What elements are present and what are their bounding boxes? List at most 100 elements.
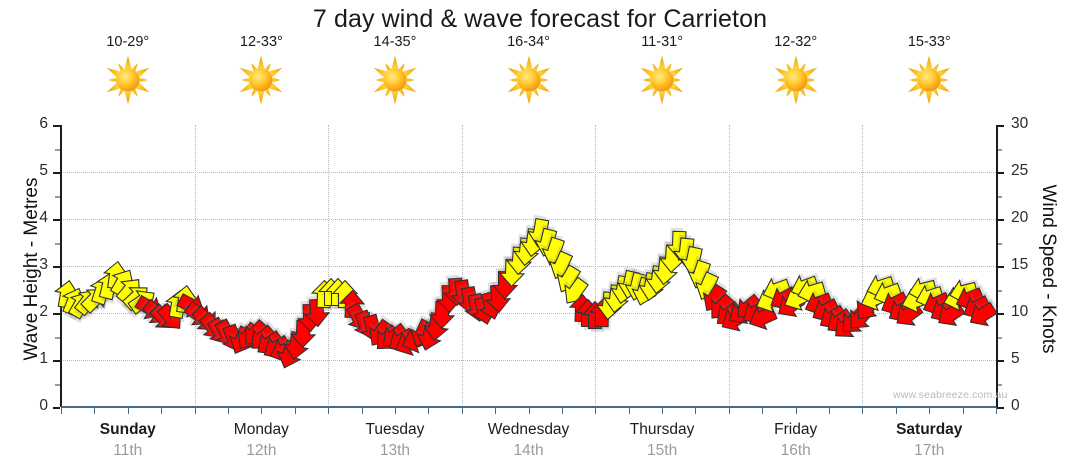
day-header-sunday: 10-29° [61, 34, 195, 124]
day-header-monday: 12-33° [195, 34, 329, 124]
axis-tick-right-minor [997, 289, 1002, 292]
axis-tick-left-major [53, 407, 60, 409]
day-date: 16th [780, 442, 811, 459]
axis-label-left: 4 [39, 209, 48, 226]
day-date: 15th [647, 442, 678, 459]
axis-tick-left-major [53, 125, 60, 127]
axis-tick-x [428, 407, 430, 414]
axis-tick-x [862, 407, 864, 414]
axis-tick-right-major [997, 172, 1004, 174]
wind-arrow [747, 302, 780, 333]
axis-tick-x [795, 407, 797, 414]
axis-tick-x [996, 407, 997, 414]
day-footer-sunday: Sunday 11th [61, 420, 195, 470]
day-header-saturday: 15-33° [862, 34, 996, 124]
axis-tick-x [662, 407, 664, 414]
axis-tick-left-major [53, 172, 60, 174]
axis-tick-x [695, 407, 697, 414]
sun-icon [503, 54, 555, 106]
axis-tick-right-major [997, 219, 1004, 221]
temperature-range: 10-29° [106, 34, 150, 50]
axis-tick-x [595, 407, 597, 414]
axis-label-left: 5 [39, 162, 48, 179]
axis-tick-x [161, 407, 163, 414]
day-name: Sunday [99, 421, 156, 438]
axis-tick-x [561, 407, 563, 414]
axis-tick-x [895, 407, 897, 414]
axis-tick-x [728, 407, 730, 414]
wind-arrow [967, 298, 999, 330]
axis-tick-left-major [53, 219, 60, 221]
temperature-range: 15-33° [907, 34, 951, 50]
axis-label-left: 6 [39, 115, 48, 132]
gridline-day-separator [728, 125, 730, 407]
axis-tick-x [628, 407, 630, 414]
day-header-friday: 12-32° [729, 34, 863, 124]
axis-label-left: 2 [39, 303, 48, 320]
page-title: 7 day wind & wave forecast for Carrieton [312, 5, 768, 33]
axis-label-left: 0 [39, 397, 48, 414]
sun-icon [770, 54, 822, 106]
x-axis-baseline [61, 406, 996, 408]
axis-tick-left-major [53, 266, 60, 268]
axis-label-right: 10 [1011, 303, 1029, 320]
day-name: Thursday [629, 421, 695, 438]
axis-tick-right-minor [997, 148, 1002, 151]
day-date: 12th [246, 442, 277, 459]
axis-label-right: 0 [1011, 397, 1020, 414]
axis-label-left: 1 [39, 350, 48, 367]
day-footer-row: Sunday 11th Monday 12th Tuesday 13th Wednesday… [61, 420, 996, 470]
axis-tick-x [294, 407, 296, 414]
day-footer-wednesday: Wednesday 14th [462, 420, 596, 470]
left-axis-spine [60, 125, 62, 407]
day-footer-saturday: Saturday 17th [862, 420, 996, 470]
day-header-row: 10-29° 12-33° 14-35° 16-34° 11-31° 12-32° 15-3… [61, 34, 996, 124]
gridline-day-separator [194, 125, 196, 407]
axis-tick-right-minor [997, 336, 1002, 339]
right-axis-spine [996, 125, 998, 407]
axis-tick-x [394, 407, 396, 414]
gridline-day-separator [862, 125, 864, 407]
sun-icon [369, 54, 421, 106]
day-footer-tuesday: Tuesday 13th [328, 420, 462, 470]
day-name: Wednesday [487, 421, 570, 438]
axis-tick-x [495, 407, 497, 414]
temperature-range: 12-32° [774, 34, 818, 50]
axis-tick-right-minor [997, 242, 1002, 245]
wind-arrow [961, 292, 993, 323]
day-header-thursday: 11-31° [595, 34, 729, 124]
gridline-horizontal [61, 219, 996, 220]
axis-tick-right-major [997, 313, 1004, 315]
plot-area: 0 1 2 3 4 5 6 0 5 10 15 20 25 30 [39, 115, 1028, 414]
gridline-horizontal [61, 360, 996, 361]
axis-tick-right-major [997, 266, 1004, 268]
axis-tick-x [194, 407, 196, 414]
axis-tick-x [61, 407, 62, 414]
watermark: www.seabreeze.com.au [893, 389, 1008, 401]
gridline-day-separator [328, 125, 330, 407]
gridline-day-separator [461, 125, 463, 407]
day-name: Friday [774, 421, 818, 438]
axis-label-left: 3 [39, 256, 48, 273]
axis-tick-left-minor [55, 242, 60, 245]
axis-tick-left-minor [55, 383, 60, 386]
temperature-range: 11-31° [641, 34, 683, 50]
sun-icon [235, 54, 287, 106]
axis-tick-right-minor [997, 195, 1002, 198]
day-name: Monday [233, 421, 289, 438]
axis-tick-right-major [997, 125, 1004, 127]
axis-tick-right-minor [997, 383, 1002, 386]
sun-icon [636, 54, 688, 106]
gridline-horizontal [61, 172, 996, 173]
day-date: 13th [379, 442, 411, 459]
day-name: Tuesday [365, 421, 425, 438]
axis-tick-left-major [53, 360, 60, 362]
day-footer-thursday: Thursday 15th [595, 420, 729, 470]
axis-label-right: 25 [1011, 162, 1029, 179]
axis-tick-x [762, 407, 764, 414]
temperature-range: 14-35° [373, 34, 417, 50]
gridline-horizontal [61, 266, 996, 267]
day-header-tuesday: 14-35° [328, 34, 462, 124]
axis-tick-left-minor [55, 336, 60, 339]
day-footer-monday: Monday 12th [195, 420, 329, 470]
